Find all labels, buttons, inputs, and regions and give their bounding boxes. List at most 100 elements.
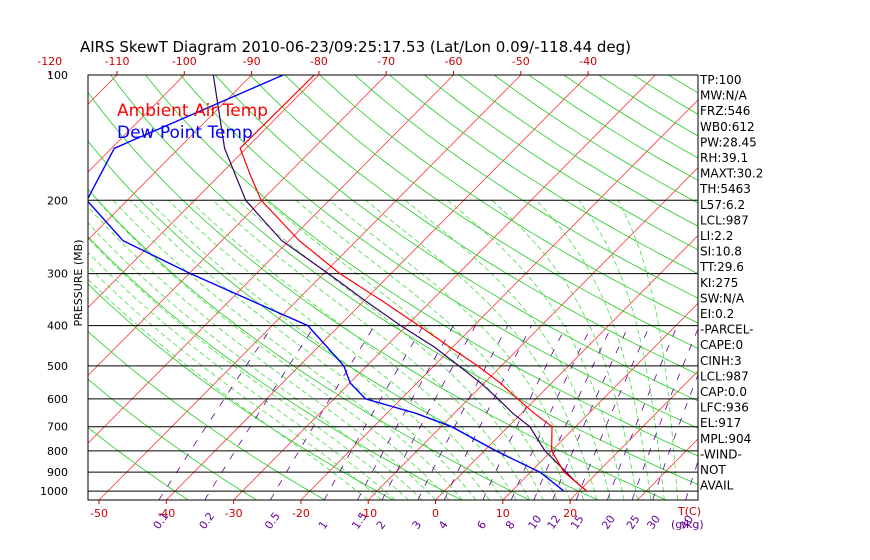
temp-tick-label: 0 xyxy=(432,507,439,520)
stability-index-item: EL:917 xyxy=(700,416,741,430)
stability-index-item: PW:28.45 xyxy=(700,135,757,149)
temperature-unit-label: T(C) xyxy=(677,505,701,518)
temp-tick-label: 10 xyxy=(496,507,510,520)
mixing-ratio-line xyxy=(685,460,698,500)
mixing-ratio-line xyxy=(443,325,532,500)
mixing-ratio-line xyxy=(323,325,424,500)
stability-index-item: -WIND- xyxy=(700,447,742,461)
moist-adiabat-line xyxy=(97,200,450,500)
pressure-tick-label: 400 xyxy=(47,320,68,333)
pressure-tick-label: 700 xyxy=(47,421,68,434)
stability-index-item: NOT xyxy=(700,463,726,477)
temp-tick-label: -10 xyxy=(359,507,377,520)
pressure-tick-label: 1000 xyxy=(40,485,68,498)
stability-index-item: LCL:987 xyxy=(700,213,749,227)
moist-adiabat-line xyxy=(212,200,531,500)
moist-adiabats xyxy=(88,199,679,500)
mixing-ratio-line xyxy=(552,325,630,500)
legend-ambient-air-temp: Ambient Air Temp xyxy=(117,101,268,121)
moist-adiabat-line xyxy=(130,200,477,500)
moist-adiabat-line xyxy=(148,200,490,500)
moist-adiabat-line xyxy=(578,200,665,500)
dry-adiabat-line xyxy=(424,75,698,251)
isotherm-line xyxy=(88,75,252,241)
top-temp-tick-label: -60 xyxy=(445,55,463,68)
stability-index-item: MAXT:30.2 xyxy=(700,167,763,181)
dry-adiabat-line xyxy=(389,75,698,275)
dry-adiabat-line xyxy=(284,75,698,349)
top-temp-tick-label: -50 xyxy=(512,55,530,68)
stability-index-item: MW:N/A xyxy=(700,89,748,103)
moist-adiabat-line xyxy=(447,199,625,500)
top-temp-tick-label: -100 xyxy=(172,55,197,68)
pressure-tick-label: 500 xyxy=(47,360,68,373)
temp-tick-label: -20 xyxy=(292,507,310,520)
moist-adiabat-line xyxy=(88,265,382,500)
ambient-air-temp-profile xyxy=(239,75,588,492)
moist-adiabat-line xyxy=(88,237,409,500)
stability-index-item: -PARCEL- xyxy=(700,323,754,337)
dry-adiabat-line xyxy=(88,426,189,500)
moist-adiabat-line xyxy=(237,200,544,500)
isotherm-line xyxy=(569,370,698,500)
top-temp-tick-label: -40 xyxy=(579,55,597,68)
diagram-grid xyxy=(88,75,698,500)
stability-index-item: L57:6.2 xyxy=(700,198,745,212)
isotherm-line xyxy=(98,75,522,500)
top-temp-tick-label: -90 xyxy=(243,55,261,68)
pressure-tick-label: 800 xyxy=(47,445,68,458)
stability-index-item: EI:0.2 xyxy=(700,307,734,321)
dry-adiabat-line xyxy=(88,188,530,500)
mixing-ratio-lines xyxy=(158,325,698,500)
mixing-ratio-line xyxy=(381,325,476,500)
parcel-profile xyxy=(212,75,588,492)
dry-adiabat-line xyxy=(88,378,257,500)
moist-adiabat-line xyxy=(88,222,423,500)
y-axis-label: PRESSURE (MB) xyxy=(72,240,85,327)
stability-index-item: KI:275 xyxy=(700,276,738,290)
moist-adiabat-line xyxy=(536,200,652,500)
moist-adiabat-line xyxy=(295,199,571,500)
isotherms xyxy=(88,75,698,500)
sounding-profiles xyxy=(88,75,588,492)
pressure-tick-label: 600 xyxy=(47,393,68,406)
dry-adiabat-line xyxy=(145,75,698,457)
dew-point-temp-profile xyxy=(88,75,565,492)
mixing-ratio-line xyxy=(652,373,698,500)
top-temp-tick-label: -80 xyxy=(310,55,328,68)
pressure-tick-label: 900 xyxy=(47,466,68,479)
isotherm-line xyxy=(166,75,589,500)
temp-tick-label: -30 xyxy=(225,507,243,520)
isobars xyxy=(88,75,698,492)
moist-adiabat-line xyxy=(617,200,679,500)
isotherm-line xyxy=(88,75,185,173)
stability-index-item: MPL:904 xyxy=(700,432,751,446)
top-temperature-axis: -120 -110 -100 -90 -80 -70 -60 -50 -40 xyxy=(37,55,597,75)
legend-dew-point-temp: Dew Point Temp xyxy=(117,123,253,143)
dry-adiabat-line xyxy=(110,75,698,485)
stability-index-item: RH:39.1 xyxy=(700,151,748,165)
moist-adiabat-line xyxy=(88,251,396,500)
moist-adiabat-line xyxy=(491,200,638,500)
dry-adiabat-line xyxy=(319,75,698,324)
mixing-ratio-line xyxy=(357,325,454,500)
pressure-axis: 100 200 300 400 500 600 700 800 900 1000 xyxy=(40,69,68,498)
mixing-unit-label: (g/kg) xyxy=(671,518,704,531)
mixing-ratio-line xyxy=(510,325,592,500)
stability-index-item: CAP:0.0 xyxy=(700,385,747,399)
moist-adiabat-line xyxy=(404,199,611,500)
pressure-tick-label: 300 xyxy=(47,268,68,281)
plot-frame xyxy=(87,74,699,501)
moist-adiabat-line xyxy=(88,278,369,500)
moist-adiabat-line xyxy=(112,200,463,500)
moist-adiabat-line xyxy=(189,200,517,500)
stability-index-item: CAPE:0 xyxy=(700,338,743,352)
bottom-temperature-axis: -50 -40 -30 -20 -10 0 10 20 xyxy=(90,500,577,520)
moist-adiabat-line xyxy=(88,206,436,500)
temp-tick-label: -40 xyxy=(157,507,175,520)
dry-adiabat-line xyxy=(354,75,698,299)
stability-index-item: AVAIL xyxy=(700,479,734,493)
stability-index-item: TT:29.6 xyxy=(699,260,744,274)
dry-adiabat-line xyxy=(214,75,698,402)
